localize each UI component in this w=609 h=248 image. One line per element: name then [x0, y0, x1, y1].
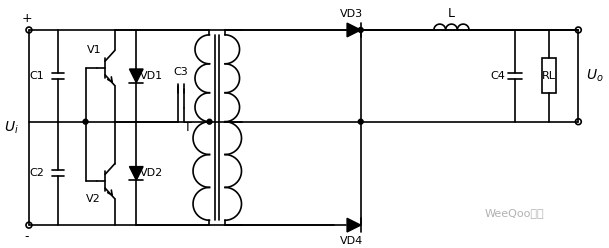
- Text: C2: C2: [30, 168, 44, 178]
- Text: VD4: VD4: [340, 236, 364, 246]
- Text: L: L: [448, 7, 455, 20]
- Circle shape: [358, 28, 363, 32]
- Text: VD1: VD1: [140, 71, 163, 81]
- Polygon shape: [130, 167, 143, 180]
- Text: +: +: [22, 12, 32, 25]
- Circle shape: [83, 119, 88, 124]
- Circle shape: [358, 119, 363, 124]
- Polygon shape: [130, 69, 143, 83]
- Text: RL: RL: [542, 71, 556, 81]
- Polygon shape: [347, 218, 361, 232]
- Text: -: -: [25, 230, 29, 243]
- Text: V1: V1: [86, 45, 101, 56]
- Text: $U_o$: $U_o$: [586, 68, 604, 84]
- Text: C3: C3: [174, 67, 189, 77]
- Text: V2: V2: [86, 194, 101, 204]
- Text: $U_i$: $U_i$: [4, 119, 19, 136]
- Text: VD3: VD3: [340, 9, 364, 19]
- Polygon shape: [347, 23, 361, 37]
- Bar: [542, 58, 556, 93]
- Text: VD2: VD2: [140, 168, 163, 178]
- Text: WeeQoo维库: WeeQoo维库: [485, 208, 544, 218]
- Text: C4: C4: [490, 71, 505, 81]
- Text: T: T: [184, 121, 192, 134]
- Circle shape: [207, 119, 212, 124]
- Text: C1: C1: [30, 71, 44, 81]
